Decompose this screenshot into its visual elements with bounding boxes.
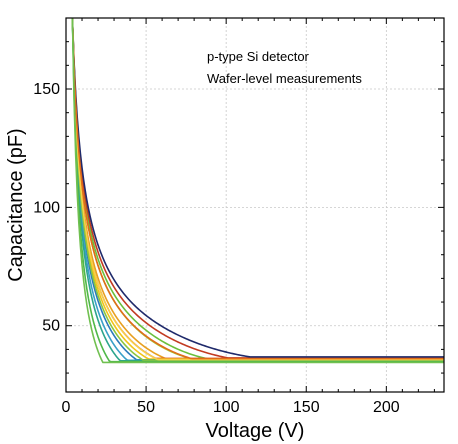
grid: [66, 18, 444, 392]
annotation-line-1: p-type Si detector: [207, 49, 310, 64]
ticks: 0 50 100 150 200 50 100 150: [33, 18, 444, 416]
cv-curve: [71, 18, 444, 361]
cv-curve: [71, 18, 444, 361]
x-axis-label: Voltage (V): [206, 420, 305, 442]
cv-curve: [71, 18, 444, 359]
x-tick-label: 200: [373, 399, 400, 416]
x-tick-label: 0: [62, 399, 71, 416]
annotation-line-2: Wafer-level measurements: [207, 71, 362, 86]
cv-curve: [71, 18, 444, 361]
cv-curve: [71, 18, 444, 362]
curves: [71, 18, 444, 364]
y-tick-label: 150: [33, 81, 60, 98]
cv-curve: [71, 18, 444, 360]
y-tick-label: 100: [33, 199, 60, 216]
cv-curve: [71, 18, 444, 360]
cv-curve: [71, 18, 444, 360]
cv-curve: [71, 18, 444, 358]
cv-curve: [71, 18, 444, 361]
annotations: p-type Si detector Wafer-level measureme…: [207, 49, 362, 86]
cv-curve: [71, 18, 444, 364]
cv-curve: [71, 18, 444, 363]
plot-frame: [65, 17, 445, 393]
y-tick-label: 50: [42, 318, 60, 335]
y-axis-label: Capacitance (pF): [5, 128, 27, 281]
cv-curve: [71, 18, 444, 362]
x-tick-label: 50: [137, 399, 155, 416]
x-tick-label: 150: [293, 399, 320, 416]
x-tick-label: 100: [213, 399, 240, 416]
cv-curve: [71, 18, 444, 360]
cv-curve: [71, 18, 444, 361]
